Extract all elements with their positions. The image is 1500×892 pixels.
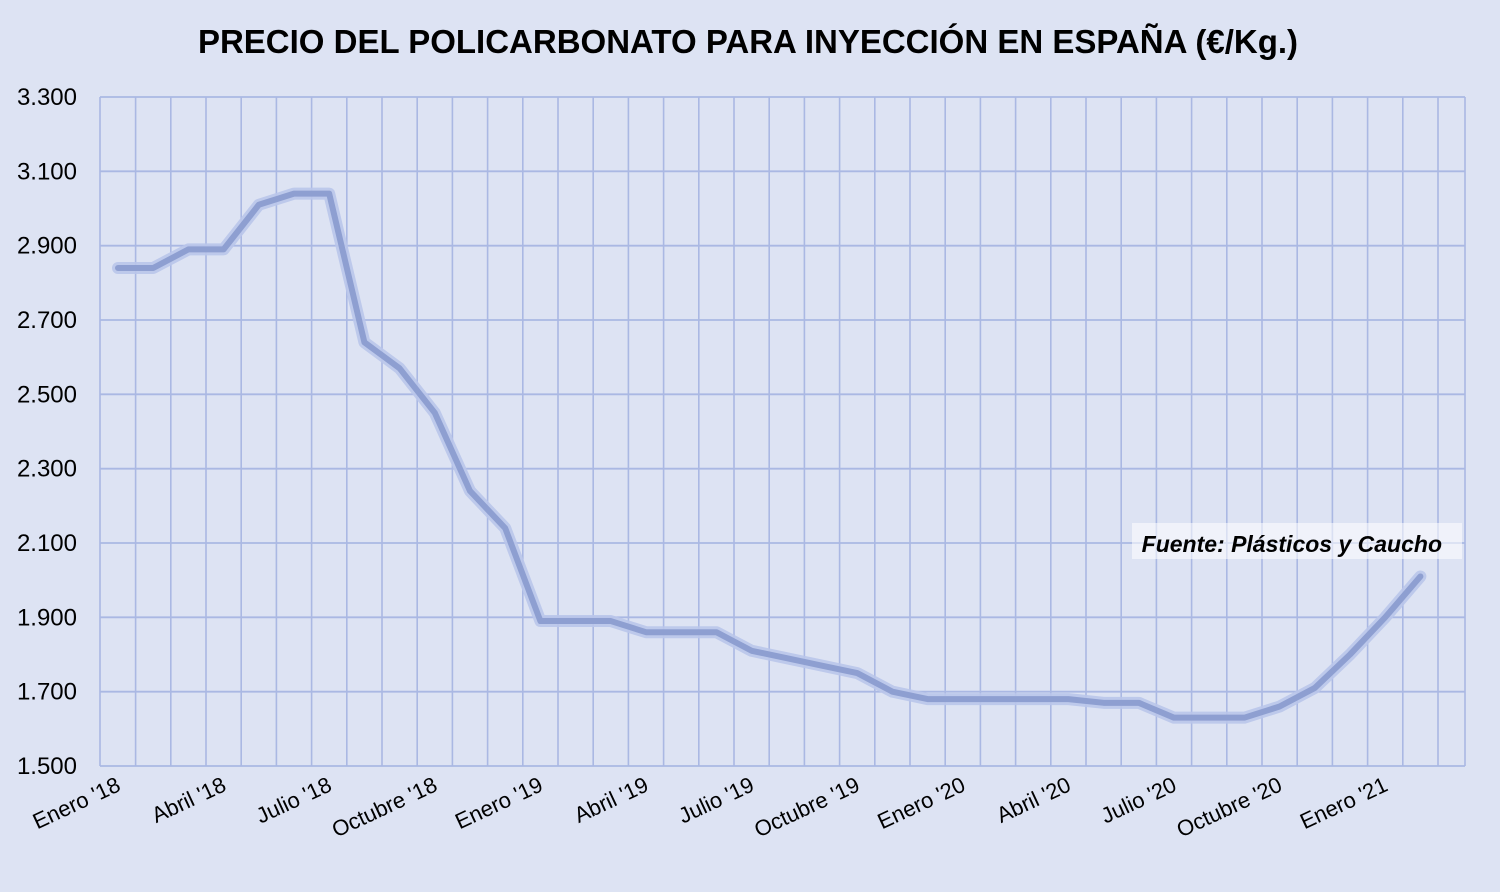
data-point bbox=[187, 248, 189, 250]
data-point bbox=[152, 267, 154, 269]
axis-ticks: 3.300 3.100 2.900 2.700 2.500 2.300 2.100 1.900… bbox=[17, 84, 1391, 842]
y-tick-label: 2.100 bbox=[17, 530, 77, 557]
data-point bbox=[434, 412, 436, 414]
data-point bbox=[223, 248, 225, 250]
y-tick-label: 1.900 bbox=[17, 604, 77, 631]
source-annotation-text: Fuente: Plásticos y Caucho bbox=[1142, 531, 1442, 557]
data-point bbox=[575, 620, 577, 622]
y-tick-label: 2.900 bbox=[17, 233, 77, 260]
data-point bbox=[962, 698, 964, 700]
x-tick-label: Octubre '18 bbox=[328, 772, 441, 842]
data-point bbox=[399, 367, 401, 369]
y-tick-label: 3.300 bbox=[17, 84, 77, 111]
data-point bbox=[1173, 717, 1175, 719]
data-point bbox=[1208, 717, 1210, 719]
y-tick-label: 1.700 bbox=[17, 679, 77, 706]
x-tick-label: Abril '19 bbox=[570, 772, 652, 828]
data-point bbox=[680, 631, 682, 633]
data-point bbox=[1279, 706, 1281, 708]
x-tick-label: Julio '19 bbox=[675, 772, 758, 828]
data-point bbox=[504, 527, 506, 529]
data-point bbox=[821, 665, 823, 667]
x-tick-label: Octubre '20 bbox=[1173, 772, 1286, 842]
data-point bbox=[539, 620, 541, 622]
data-point bbox=[328, 193, 330, 195]
data-point bbox=[786, 657, 788, 659]
x-tick-label: Enero '18 bbox=[29, 772, 124, 834]
y-tick-label: 3.100 bbox=[17, 158, 77, 185]
price-series bbox=[112, 187, 1427, 724]
data-point bbox=[891, 691, 893, 693]
y-tick-label: 1.500 bbox=[17, 753, 77, 780]
source-annotation: Fuente: Plásticos y Caucho bbox=[1132, 523, 1462, 559]
chart-title: PRECIO DEL POLICARBONATO PARA INYECCIÓN … bbox=[198, 23, 1298, 60]
x-tick-label: Julio '20 bbox=[1097, 772, 1180, 828]
data-point bbox=[293, 193, 295, 195]
data-point bbox=[1349, 654, 1351, 655]
data-point bbox=[1314, 687, 1316, 689]
data-point bbox=[715, 631, 717, 633]
source-annotation-box bbox=[1132, 523, 1462, 559]
series-line bbox=[115, 190, 1424, 721]
x-tick-label: Abril '20 bbox=[993, 772, 1075, 828]
x-tick-label: Enero '21 bbox=[1296, 772, 1391, 834]
x-tick-label: Octubre '19 bbox=[750, 772, 863, 842]
data-point bbox=[1419, 575, 1421, 577]
x-tick-label: Enero '19 bbox=[451, 772, 546, 834]
data-point bbox=[1103, 702, 1105, 704]
y-tick-label: 2.500 bbox=[17, 381, 77, 408]
data-point bbox=[997, 698, 999, 700]
data-point bbox=[927, 698, 929, 700]
data-point bbox=[469, 490, 471, 492]
data-point bbox=[1138, 702, 1140, 704]
y-tick-label: 2.300 bbox=[17, 456, 77, 483]
data-point bbox=[1032, 698, 1034, 700]
data-point bbox=[117, 267, 119, 269]
data-point bbox=[1243, 717, 1245, 719]
x-tick-label: Julio '18 bbox=[252, 772, 335, 828]
x-tick-label: Abril '18 bbox=[148, 772, 230, 828]
data-point bbox=[1067, 698, 1069, 700]
data-point bbox=[751, 650, 753, 652]
y-tick-label: 2.700 bbox=[17, 307, 77, 334]
data-point bbox=[856, 672, 858, 674]
data-point bbox=[645, 631, 647, 633]
data-point bbox=[258, 204, 260, 206]
data-point bbox=[610, 620, 612, 622]
data-point bbox=[1384, 616, 1386, 618]
x-tick-label: Enero '20 bbox=[874, 772, 969, 834]
data-point bbox=[363, 341, 365, 343]
